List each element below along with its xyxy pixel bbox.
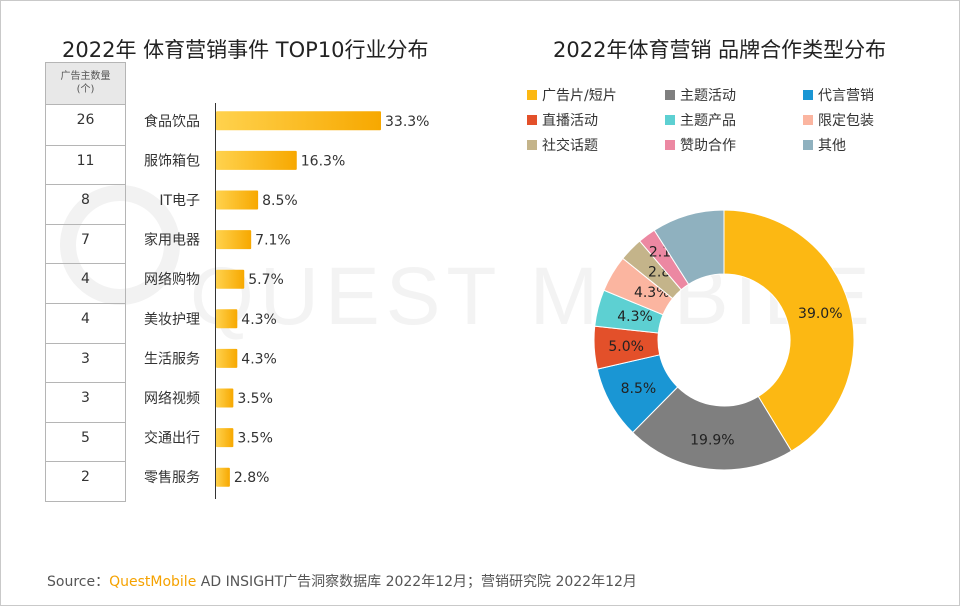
legend-swatch: [527, 140, 537, 150]
bar: [216, 150, 297, 170]
bar-value-label: 8.5%: [262, 193, 298, 209]
legend-swatch: [527, 90, 537, 100]
bar-value-label: 3.5%: [237, 391, 273, 407]
bar: [216, 309, 238, 329]
count-cell: 4: [46, 302, 125, 343]
bar-category-label: IT电子: [159, 193, 200, 209]
pie-chart-title: 2022年体育营销 品牌合作类型分布: [553, 38, 887, 62]
count-header-line: 广告主数量: [60, 71, 111, 82]
bar: [216, 388, 234, 408]
bar: [216, 428, 234, 448]
bar: [216, 190, 259, 210]
legend-label: 其他: [818, 138, 846, 154]
legend-swatch: [665, 115, 675, 125]
bar: [216, 348, 238, 368]
count-header-line: (个): [76, 84, 95, 95]
bar-value-label: 7.1%: [255, 233, 291, 249]
bar: [216, 269, 245, 289]
source-note: Source：QuestMobile AD INSIGHT广告洞察数据库 202…: [47, 571, 637, 591]
donut-slice-label: 5.0%: [608, 339, 644, 355]
bar-value-label: 4.3%: [241, 351, 277, 367]
legend-label: 社交话题: [542, 137, 598, 154]
legend-swatch: [803, 140, 813, 150]
donut-slice-label: 4.3%: [617, 309, 653, 325]
bar-value-label: 4.3%: [241, 312, 277, 328]
legend-swatch: [803, 90, 813, 100]
bar-category-label: 食品饮品: [144, 113, 200, 130]
bar-axis-line: [215, 103, 216, 499]
legend-label: 主题活动: [680, 88, 736, 104]
legend-label: 赞助合作: [680, 138, 736, 154]
bar: [216, 467, 230, 487]
bar-category-label: 美妆护理: [144, 312, 200, 328]
bars-group: 食品饮品 33.3% 服饰箱包 16.3% IT电子 8.5% 家用电器 7.1% 网络购物 5.…: [144, 111, 429, 487]
donut-slice-label: 39.0%: [798, 306, 842, 322]
legend-label: 直播活动: [542, 112, 598, 129]
donut-slice-label: 8.5%: [621, 381, 657, 397]
donut-chart: 39.0%19.9%8.5%5.0%4.3%4.3%2.8%2.1%: [593, 209, 855, 471]
legend-label: 主题产品: [680, 113, 736, 129]
legend-swatch: [665, 90, 675, 100]
bar-category-label: 服饰箱包: [144, 153, 200, 169]
count-cell: 4: [46, 263, 125, 303]
count-cell: 3: [46, 382, 125, 422]
count-table-header: 广告主数量 (个): [46, 63, 125, 105]
count-cell: 2: [46, 461, 125, 501]
count-cell: 7: [46, 223, 125, 264]
donut-slice-label: 19.9%: [690, 432, 734, 448]
donut-slice: [723, 209, 855, 452]
advertiser-count-table: 广告主数量 (个) 26 11 8 7 4 4 3 3 5 2: [45, 62, 126, 502]
bar-category-label: 生活服务: [144, 351, 200, 367]
bar: [216, 111, 381, 131]
source-prefix: Source：: [47, 574, 110, 590]
bar-category-label: 网络视频: [144, 391, 200, 407]
bar-category-label: 网络购物: [144, 272, 200, 288]
bar-value-label: 3.5%: [237, 431, 273, 447]
count-cell: 3: [46, 342, 125, 383]
bar-value-label: 33.3%: [385, 114, 429, 130]
bar-category-label: 零售服务: [144, 470, 200, 486]
legend-label: 限定包装: [818, 113, 874, 129]
bar-chart-title: 2022年 体育营销事件 TOP10行业分布: [62, 38, 429, 62]
bar-category-label: 交通出行: [144, 430, 200, 447]
count-cell: 26: [76, 112, 95, 128]
source-brand: QuestMobile: [109, 574, 197, 590]
bar-value-label: 5.7%: [248, 272, 284, 288]
legend-label: 代言营销: [818, 88, 874, 104]
legend-label: 广告片/短片: [542, 88, 617, 104]
count-cell: 8: [46, 184, 125, 224]
donut-slice: [631, 386, 793, 471]
bar: [216, 230, 252, 250]
count-cell: 11: [46, 144, 125, 185]
donut-slice: [653, 209, 725, 285]
legend-swatch: [527, 115, 537, 125]
legend-swatch: [665, 140, 675, 150]
legend-swatch: [803, 115, 813, 125]
bar-category-label: 家用电器: [144, 232, 200, 249]
bar-value-label: 2.8%: [234, 470, 270, 486]
bar-value-label: 16.3%: [301, 153, 345, 169]
count-cell: 5: [46, 421, 125, 462]
source-text: AD INSIGHT广告洞察数据库 2022年12月；营销研究院 2022年12…: [196, 574, 637, 590]
